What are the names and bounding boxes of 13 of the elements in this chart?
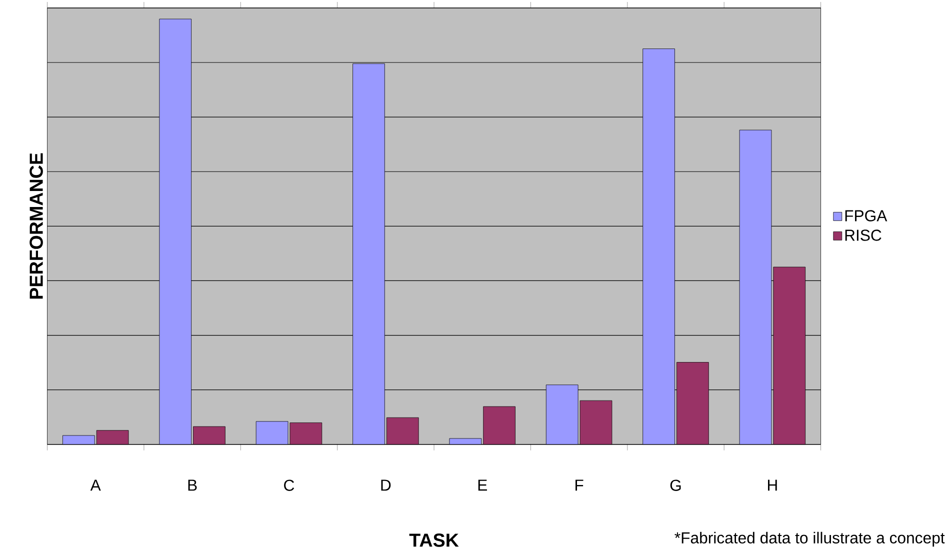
x-tick-label: C — [284, 480, 294, 492]
x-axis-title: TASK — [409, 534, 459, 547]
x-tick-label: G — [670, 480, 681, 492]
text: *Fabricated data to illustrate a concept — [674, 532, 945, 547]
x-tick-label: H — [768, 480, 777, 491]
legend-label: FPGA — [845, 210, 888, 222]
legend-label: RISC — [845, 230, 882, 241]
x-tick-label: A — [90, 480, 101, 491]
x-tick-label: E — [478, 480, 487, 491]
y-axis-title: PERFORMANCE — [30, 153, 43, 299]
x-tick-label: F — [576, 480, 584, 491]
x-tick-label: B — [188, 480, 197, 491]
x-tick-label: D — [381, 480, 391, 491]
